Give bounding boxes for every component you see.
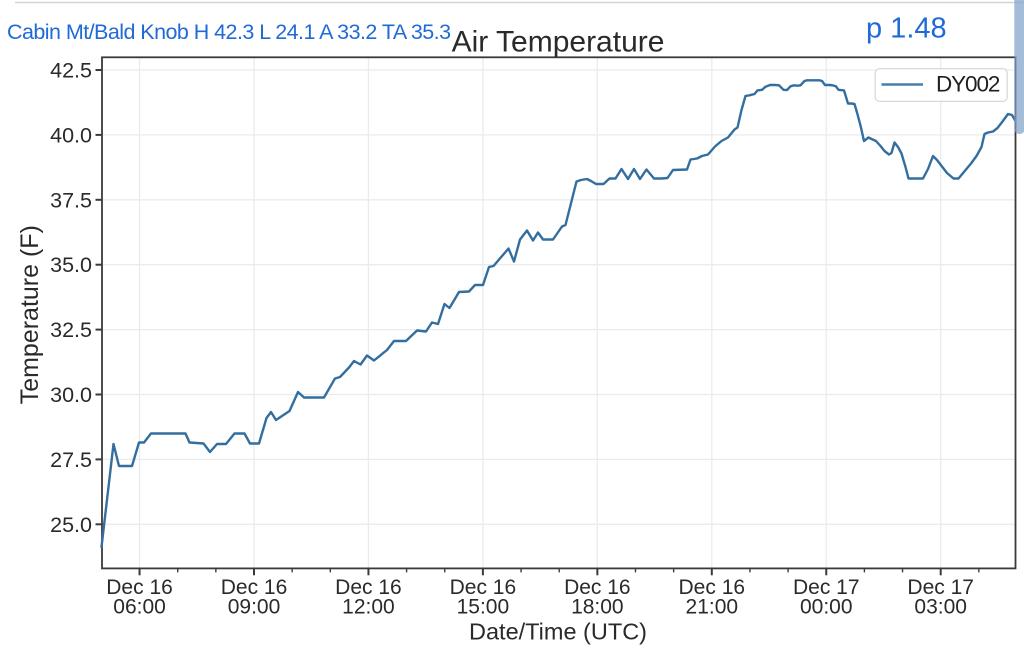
svg-text:Date/Time (UTC): Date/Time (UTC) [469,619,647,645]
svg-text:Dec 16: Dec 16 [335,576,402,599]
svg-text:Dec 17: Dec 17 [793,576,860,599]
svg-text:Cabin Mt/Bald Knob H 42.3 L 24: Cabin Mt/Bald Knob H 42.3 L 24.1 A 33.2 … [7,20,451,44]
svg-text:00:00: 00:00 [800,596,853,619]
svg-text:15:00: 15:00 [457,596,510,619]
svg-text:Dec 16: Dec 16 [679,576,746,599]
svg-text:Temperature (F): Temperature (F) [16,225,44,404]
svg-text:32.5: 32.5 [50,318,92,342]
svg-text:Dec 16: Dec 16 [106,576,173,599]
svg-text:06:00: 06:00 [113,596,166,619]
svg-text:42.5: 42.5 [50,59,92,83]
svg-text:03:00: 03:00 [914,596,967,619]
svg-text:Dec 16: Dec 16 [564,576,631,599]
svg-text:25.0: 25.0 [50,513,92,537]
svg-text:Dec 16: Dec 16 [221,576,288,599]
svg-text:12:00: 12:00 [342,596,395,619]
svg-text:DY002: DY002 [936,72,1000,97]
svg-text:21:00: 21:00 [686,596,739,619]
svg-text:27.5: 27.5 [50,448,92,472]
svg-text:18:00: 18:00 [571,596,624,619]
svg-text:35.0: 35.0 [50,253,92,277]
svg-text:09:00: 09:00 [228,596,281,619]
svg-text:Air Temperature: Air Temperature [452,26,665,59]
svg-text:40.0: 40.0 [50,123,92,147]
svg-text:30.0: 30.0 [50,383,92,407]
svg-text:p 1.48: p 1.48 [866,13,947,45]
svg-text:Dec 16: Dec 16 [450,576,517,599]
svg-text:37.5: 37.5 [50,188,92,212]
svg-text:Dec 17: Dec 17 [907,576,974,599]
